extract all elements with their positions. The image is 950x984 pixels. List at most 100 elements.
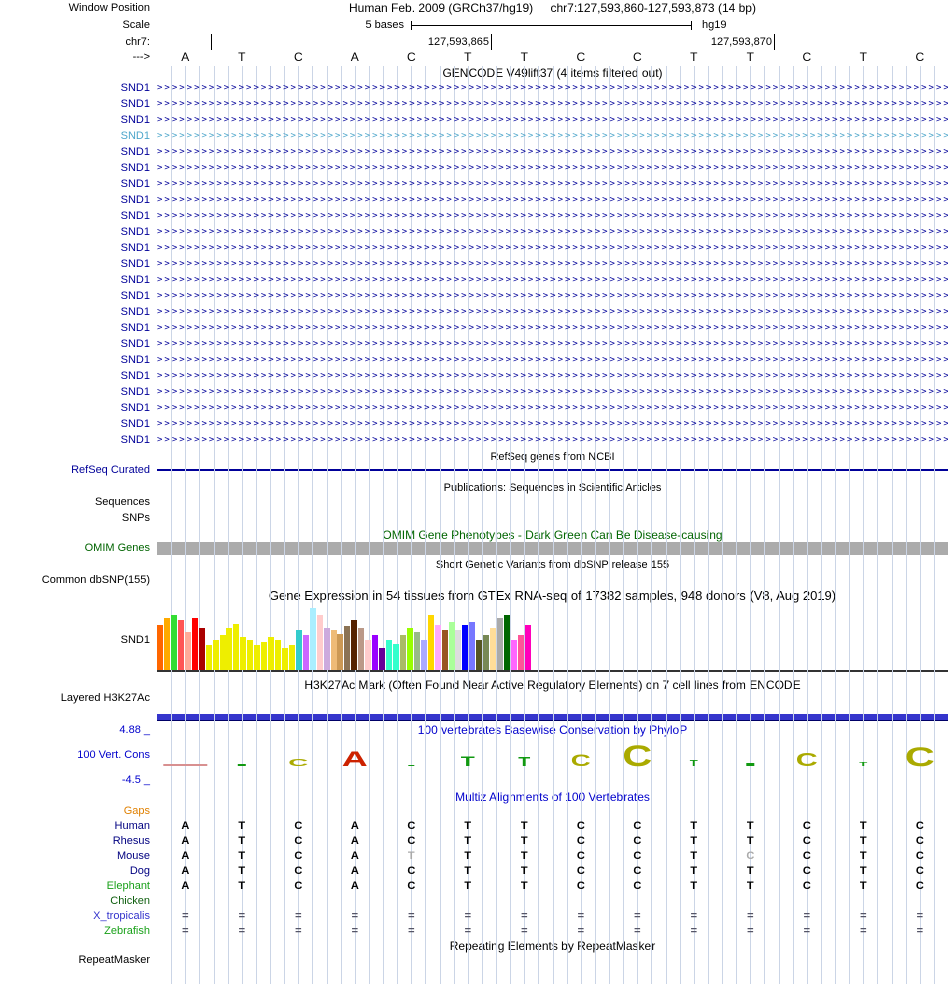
gtex-bar[interactable] <box>261 642 268 670</box>
gencode-transcript-row[interactable]: >>>>>>>>>>>>>>>>>>>>>>>>>>>>>>>>>>>>>>>>… <box>157 259 948 269</box>
gtex-bar[interactable] <box>517 635 524 670</box>
gtex-bar[interactable] <box>358 628 365 670</box>
gtex-bar[interactable] <box>226 628 233 670</box>
conservation-track-title[interactable]: 100 vertebrates Basewise Conservation by… <box>417 723 688 737</box>
gtex-bar[interactable] <box>275 640 281 670</box>
gtex-bar[interactable] <box>434 625 441 670</box>
gencode-transcript-row[interactable]: >>>>>>>>>>>>>>>>>>>>>>>>>>>>>>>>>>>>>>>>… <box>157 355 948 365</box>
gtex-bar[interactable] <box>510 640 517 670</box>
gtex-bar[interactable] <box>344 626 351 670</box>
gtex-bar[interactable] <box>476 640 483 670</box>
alignment-base: A <box>350 850 359 862</box>
gtex-bar[interactable] <box>281 648 288 670</box>
gtex-bar[interactable] <box>420 640 427 670</box>
gtex-bar[interactable] <box>247 640 254 670</box>
gencode-transcript-row[interactable]: >>>>>>>>>>>>>>>>>>>>>>>>>>>>>>>>>>>>>>>>… <box>157 99 948 109</box>
gencode-transcript-row[interactable]: >>>>>>>>>>>>>>>>>>>>>>>>>>>>>>>>>>>>>>>>… <box>157 211 948 221</box>
gtex-bar[interactable] <box>469 622 476 670</box>
logo-letter: T <box>690 758 698 768</box>
transcript-label: SND1 <box>120 242 150 254</box>
alignment-base: T <box>859 850 867 862</box>
gencode-track-title[interactable]: GENCODE V49lift37 (4 items filtered out) <box>442 66 662 80</box>
gencode-transcript-row[interactable]: >>>>>>>>>>>>>>>>>>>>>>>>>>>>>>>>>>>>>>>>… <box>157 131 948 141</box>
gencode-transcript-row[interactable]: >>>>>>>>>>>>>>>>>>>>>>>>>>>>>>>>>>>>>>>>… <box>157 227 948 237</box>
gtex-bar[interactable] <box>295 630 302 670</box>
gtex-bar[interactable] <box>288 645 295 670</box>
gtex-bar[interactable] <box>219 635 226 670</box>
gtex-bar[interactable] <box>198 628 205 670</box>
gtex-bar[interactable] <box>184 632 191 670</box>
gencode-transcript-row[interactable]: >>>>>>>>>>>>>>>>>>>>>>>>>>>>>>>>>>>>>>>>… <box>157 243 948 253</box>
gencode-transcript-row[interactable]: >>>>>>>>>>>>>>>>>>>>>>>>>>>>>>>>>>>>>>>>… <box>157 419 948 429</box>
gtex-bar[interactable] <box>441 630 448 670</box>
gtex-bar[interactable] <box>302 635 309 670</box>
base-letter: T <box>238 50 246 64</box>
gtex-bar[interactable] <box>191 618 198 670</box>
gtex-bar[interactable] <box>365 640 372 670</box>
h3k27ac-track-title[interactable]: H3K27Ac Mark (Often Found Near Active Re… <box>304 678 801 692</box>
guideline <box>722 66 723 984</box>
guideline <box>467 66 469 984</box>
gencode-transcript-row[interactable]: >>>>>>>>>>>>>>>>>>>>>>>>>>>>>>>>>>>>>>>>… <box>157 307 948 317</box>
gtex-bar[interactable] <box>233 624 240 670</box>
gtex-bar[interactable] <box>337 634 344 670</box>
gtex-bar[interactable] <box>497 618 504 670</box>
species-label: Chicken <box>110 895 150 907</box>
gtex-bar[interactable] <box>157 625 163 670</box>
gtex-bar[interactable] <box>351 620 358 670</box>
gtex-bar[interactable] <box>309 608 316 670</box>
gtex-bar[interactable] <box>205 645 212 670</box>
alignment-base: T <box>238 850 246 862</box>
gtex-bar[interactable] <box>386 640 392 670</box>
alignment-base: T <box>690 880 698 892</box>
gtex-bar[interactable] <box>448 622 455 670</box>
logo-letter: T <box>859 762 868 768</box>
alignment-base: C <box>915 880 924 892</box>
gtex-bar[interactable] <box>212 640 219 670</box>
gencode-transcript-row[interactable]: >>>>>>>>>>>>>>>>>>>>>>>>>>>>>>>>>>>>>>>>… <box>157 147 948 157</box>
gtex-bar[interactable] <box>406 628 413 670</box>
guideline <box>736 66 738 984</box>
gtex-bar[interactable] <box>504 615 510 670</box>
gtex-bar[interactable] <box>240 637 247 670</box>
gtex-bar[interactable] <box>268 637 274 670</box>
gencode-transcript-row[interactable]: >>>>>>>>>>>>>>>>>>>>>>>>>>>>>>>>>>>>>>>>… <box>157 115 948 125</box>
gtex-bar[interactable] <box>462 625 469 670</box>
guideline <box>227 66 229 984</box>
gtex-bar[interactable] <box>490 628 497 670</box>
gtex-bar[interactable] <box>455 630 462 670</box>
gencode-transcript-row[interactable]: >>>>>>>>>>>>>>>>>>>>>>>>>>>>>>>>>>>>>>>>… <box>157 387 948 397</box>
gtex-bar[interactable] <box>330 630 337 670</box>
gencode-transcript-row[interactable]: >>>>>>>>>>>>>>>>>>>>>>>>>>>>>>>>>>>>>>>>… <box>157 323 948 333</box>
gtex-bar[interactable] <box>254 645 261 670</box>
gencode-transcript-row[interactable]: >>>>>>>>>>>>>>>>>>>>>>>>>>>>>>>>>>>>>>>>… <box>157 291 948 301</box>
gtex-bar[interactable] <box>177 620 184 670</box>
gencode-transcript-row[interactable]: >>>>>>>>>>>>>>>>>>>>>>>>>>>>>>>>>>>>>>>>… <box>157 179 948 189</box>
gtex-bar[interactable] <box>372 635 379 670</box>
gencode-transcript-row[interactable]: >>>>>>>>>>>>>>>>>>>>>>>>>>>>>>>>>>>>>>>>… <box>157 435 948 445</box>
gtex-bar[interactable] <box>163 618 170 670</box>
gtex-bar[interactable] <box>413 632 420 670</box>
gtex-bar[interactable] <box>316 615 323 670</box>
alignment-base: A <box>181 850 190 862</box>
gencode-transcript-row[interactable]: >>>>>>>>>>>>>>>>>>>>>>>>>>>>>>>>>>>>>>>>… <box>157 83 948 93</box>
gencode-transcript-row[interactable]: >>>>>>>>>>>>>>>>>>>>>>>>>>>>>>>>>>>>>>>>… <box>157 339 948 349</box>
layered-h3k27ac-label: Layered H3K27Ac <box>60 692 150 704</box>
gtex-bar[interactable] <box>393 644 399 670</box>
gencode-transcript-row[interactable]: >>>>>>>>>>>>>>>>>>>>>>>>>>>>>>>>>>>>>>>>… <box>157 371 948 381</box>
repeatmasker-track-title[interactable]: Repeating Elements by RepeatMasker <box>449 939 656 953</box>
gencode-transcript-row[interactable]: >>>>>>>>>>>>>>>>>>>>>>>>>>>>>>>>>>>>>>>>… <box>157 403 948 413</box>
gtex-bar[interactable] <box>399 635 406 670</box>
gtex-bar[interactable] <box>379 648 386 670</box>
publications-track-title[interactable]: Publications: Sequences in Scientific Ar… <box>443 482 662 494</box>
gtex-bar[interactable] <box>323 628 330 670</box>
gtex-bar[interactable] <box>524 625 531 670</box>
dbsnp-track-title[interactable]: Short Genetic Variants from dbSNP releas… <box>435 559 670 571</box>
gencode-transcript-row[interactable]: >>>>>>>>>>>>>>>>>>>>>>>>>>>>>>>>>>>>>>>>… <box>157 275 948 285</box>
gencode-transcript-row[interactable]: >>>>>>>>>>>>>>>>>>>>>>>>>>>>>>>>>>>>>>>>… <box>157 195 948 205</box>
gtex-bar[interactable] <box>427 615 434 670</box>
gencode-transcript-row[interactable]: >>>>>>>>>>>>>>>>>>>>>>>>>>>>>>>>>>>>>>>>… <box>157 163 948 173</box>
gtex-bar[interactable] <box>170 615 177 670</box>
gtex-bar[interactable] <box>483 635 490 670</box>
